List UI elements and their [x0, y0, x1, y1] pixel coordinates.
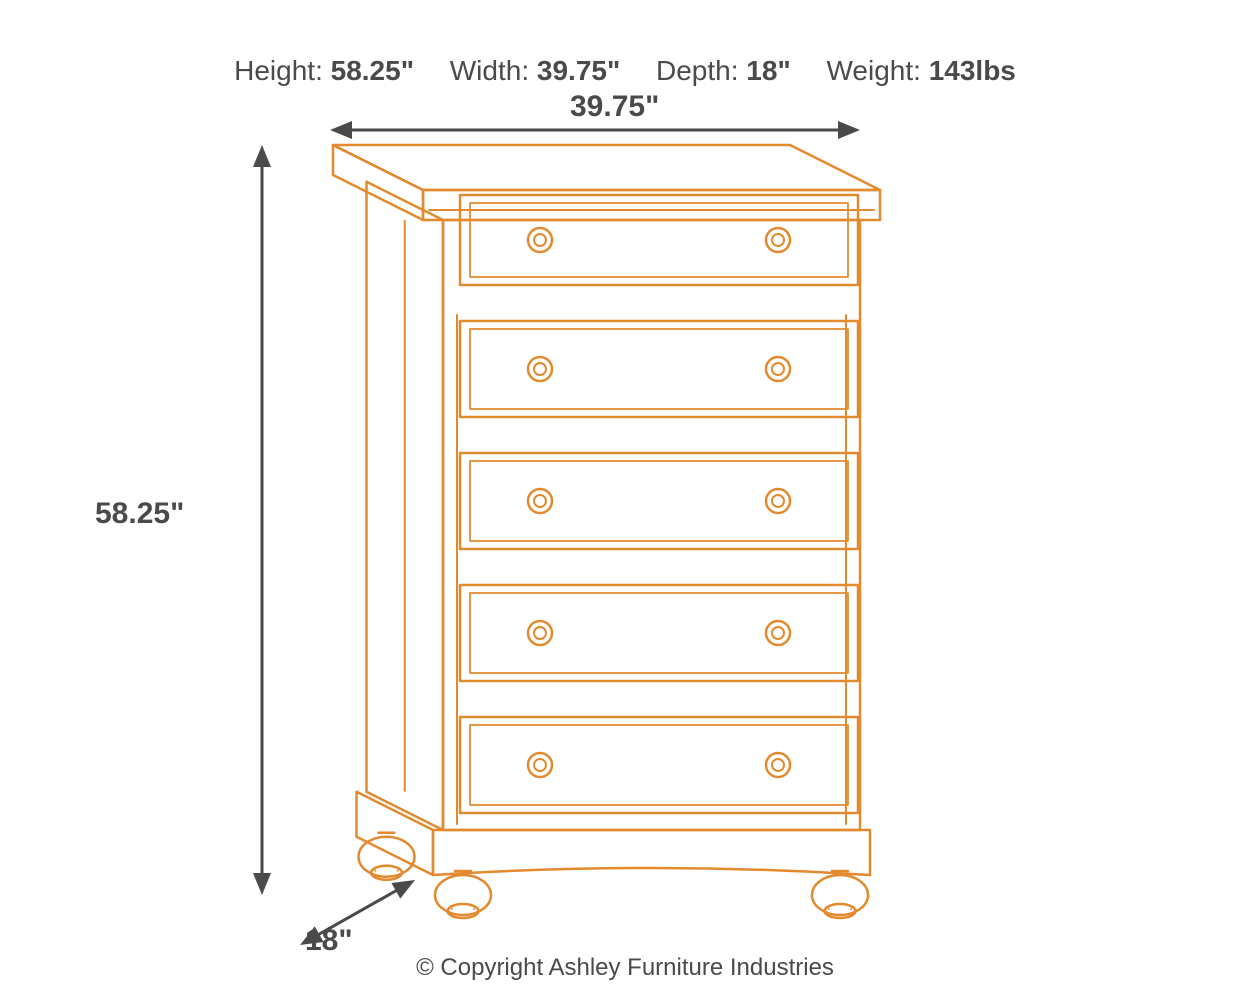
- copyright-text: © Copyright Ashley Furniture Industries: [0, 954, 1250, 982]
- dimension-diagram: [0, 0, 1250, 1000]
